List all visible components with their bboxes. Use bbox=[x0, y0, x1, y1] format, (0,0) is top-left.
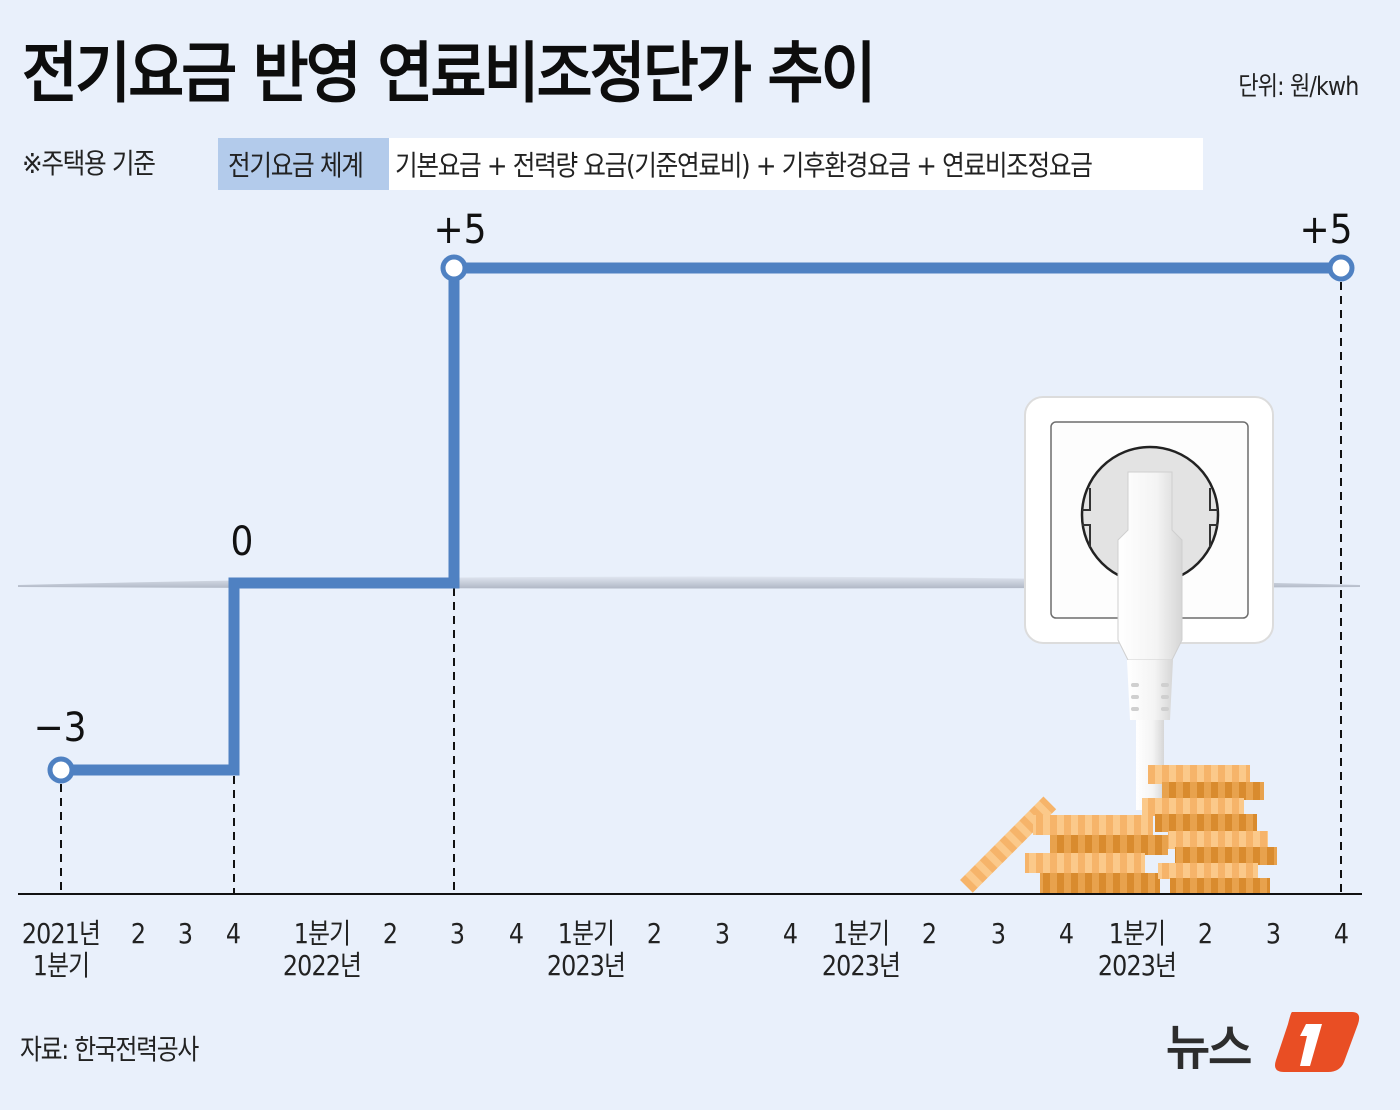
x-tick-secondary: 2023년 bbox=[1097, 949, 1177, 982]
dashed-guides bbox=[60, 282, 1342, 894]
marker-2021q1 bbox=[47, 756, 75, 784]
unit-label: 단위: 원/kwh bbox=[1237, 72, 1359, 102]
x-tick-label: 2 bbox=[921, 917, 937, 950]
value-label-plus5-first: +5 bbox=[433, 207, 487, 253]
x-tick-label: 1분기 2023년 bbox=[546, 917, 626, 982]
logo-mark-icon bbox=[1275, 1012, 1360, 1072]
x-tick-label: 1분기 2022년 bbox=[282, 917, 362, 982]
formula-body: 기본요금 + 전력량 요금(기준연료비) + 기후환경요금 + 연료비조정요금 bbox=[388, 138, 1203, 190]
x-tick-primary: 1분기 bbox=[832, 917, 890, 950]
x-tick-secondary: 2023년 bbox=[546, 949, 626, 982]
x-tick-primary: 2 bbox=[646, 917, 662, 950]
formula-body-text: 기본요금 + 전력량 요금(기준연료비) + 기후환경요금 + 연료비조정요금 bbox=[394, 149, 1093, 182]
x-tick-primary: 4 bbox=[225, 917, 241, 950]
x-tick-label: 3 bbox=[990, 917, 1006, 950]
x-tick-primary: 4 bbox=[1333, 917, 1349, 950]
x-tick-secondary: 2022년 bbox=[282, 949, 362, 982]
x-tick-primary: 3 bbox=[177, 917, 193, 950]
x-tick-primary: 2021년 bbox=[21, 917, 101, 950]
x-tick-primary: 3 bbox=[449, 917, 465, 950]
x-tick-primary: 4 bbox=[1058, 917, 1074, 950]
x-tick-primary: 3 bbox=[1265, 917, 1281, 950]
x-tick-primary: 1분기 bbox=[1108, 917, 1166, 950]
x-tick-label: 1분기 2023년 bbox=[821, 917, 901, 982]
x-tick-primary: 4 bbox=[782, 917, 798, 950]
x-tick-primary: 3 bbox=[990, 917, 1006, 950]
x-tick-label: 3 bbox=[177, 917, 193, 950]
x-tick-primary: 3 bbox=[714, 917, 730, 950]
x-tick-label: 3 bbox=[1265, 917, 1281, 950]
x-tick-primary: 2 bbox=[130, 917, 146, 950]
value-label-0: 0 bbox=[230, 519, 254, 565]
x-tick-label: 1분기 2023년 bbox=[1097, 917, 1177, 982]
x-tick-label: 3 bbox=[449, 917, 465, 950]
x-tick-primary: 2 bbox=[1197, 917, 1213, 950]
fuel-cost-step-line bbox=[61, 262, 1341, 776]
x-tick-label: 4 bbox=[508, 917, 524, 950]
value-label-plus5-last: +5 bbox=[1299, 207, 1353, 253]
x-tick-primary: 1분기 bbox=[557, 917, 615, 950]
x-tick-label: 4 bbox=[782, 917, 798, 950]
x-tick-primary: 2 bbox=[382, 917, 398, 950]
x-tick-label: 2 bbox=[130, 917, 146, 950]
basis-note: ※주택용 기준 bbox=[22, 147, 156, 180]
logo-text: 뉴스 bbox=[1166, 1020, 1252, 1076]
x-tick-secondary: 1분기 bbox=[32, 949, 90, 982]
source-label: 자료: 한국전력공사 bbox=[20, 1033, 199, 1066]
x-tick-primary: 2 bbox=[921, 917, 937, 950]
x-tick-label: 4 bbox=[1333, 917, 1349, 950]
news1-logo: 뉴스 bbox=[1160, 1000, 1360, 1080]
marker-last bbox=[1327, 254, 1355, 282]
data-markers bbox=[47, 254, 1355, 784]
x-tick-label: 2021년 1분기 bbox=[21, 917, 101, 982]
x-tick-primary: 4 bbox=[508, 917, 524, 950]
x-tick-label: 3 bbox=[714, 917, 730, 950]
formula-tag: 전기요금 체계 bbox=[218, 138, 389, 190]
formula-tag-text: 전기요금 체계 bbox=[228, 149, 364, 182]
chart-title: 전기요금 반영 연료비조정단가 추이 bbox=[22, 35, 876, 112]
x-tick-label: 2 bbox=[646, 917, 662, 950]
x-tick-label: 4 bbox=[225, 917, 241, 950]
x-tick-label: 2 bbox=[382, 917, 398, 950]
formula-box: 전기요금 체계 기본요금 + 전력량 요금(기준연료비) + 기후환경요금 + … bbox=[218, 138, 1203, 190]
outlet-illustration bbox=[1024, 396, 1274, 810]
marker-2022q3 bbox=[440, 254, 468, 282]
value-label-neg3: −3 bbox=[33, 705, 87, 751]
x-tick-label: 2 bbox=[1197, 917, 1213, 950]
coin-stacks bbox=[960, 765, 1277, 894]
x-tick-label: 4 bbox=[1058, 917, 1074, 950]
x-tick-primary: 1분기 bbox=[293, 917, 351, 950]
x-tick-secondary: 2023년 bbox=[821, 949, 901, 982]
